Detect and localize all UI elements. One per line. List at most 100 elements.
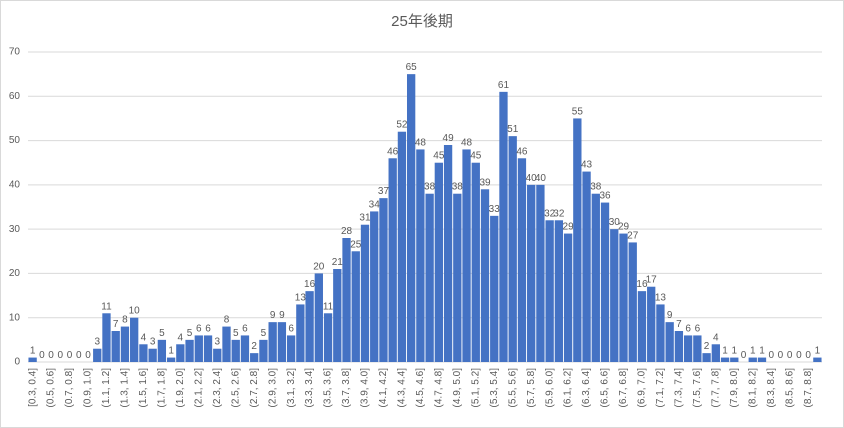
data-label: 10 — [129, 306, 141, 317]
bar — [130, 317, 139, 362]
data-label: 6 — [196, 323, 202, 334]
bar — [610, 229, 619, 362]
bar — [517, 158, 527, 362]
bar — [203, 335, 213, 362]
bar — [527, 184, 536, 362]
x-tick-label: (6.5, 6.6] — [600, 368, 611, 408]
data-label: 9 — [279, 310, 285, 321]
x-tick-label: (2.9, 3.0] — [267, 368, 278, 408]
data-label: 7 — [113, 319, 119, 330]
data-label: 0 — [58, 350, 64, 361]
bar — [563, 233, 573, 362]
data-label: 0 — [48, 350, 54, 361]
x-tick-label: (8.3, 8.4] — [766, 368, 777, 408]
data-label: 0 — [741, 350, 747, 361]
data-label: 21 — [332, 257, 344, 268]
data-label: 38 — [452, 182, 464, 193]
data-label: 5 — [233, 328, 239, 339]
data-label: 2 — [704, 341, 710, 352]
y-tick-label: 30 — [9, 224, 21, 235]
data-label: 13 — [655, 292, 667, 303]
x-tick-label: (0.7, 0.8] — [64, 368, 75, 408]
x-tick-label: (3.1, 3.2] — [286, 368, 297, 408]
x-tick-label: (7.5, 7.6] — [692, 368, 703, 408]
y-tick-label: 10 — [9, 312, 21, 323]
data-label: 4 — [178, 332, 184, 343]
data-label: 6 — [695, 323, 701, 334]
bar — [425, 193, 434, 362]
bar — [139, 344, 148, 362]
data-label: 36 — [599, 191, 611, 202]
x-tick-label: (4.3, 4.4] — [397, 368, 408, 408]
x-tick-label: (2.7, 2.8] — [249, 368, 260, 408]
data-label: 37 — [378, 186, 390, 197]
x-tick-label: (5.7, 5.8] — [526, 368, 537, 408]
data-label: 45 — [470, 151, 482, 162]
bar — [213, 348, 222, 362]
data-label: 0 — [796, 350, 802, 361]
x-tick-label: (6.9, 7.0] — [637, 368, 648, 408]
bar — [148, 348, 157, 362]
data-label: 6 — [205, 323, 211, 334]
data-label: 0 — [39, 350, 45, 361]
x-tick-label: (3.3, 3.4] — [304, 368, 315, 408]
data-label: 8 — [224, 315, 230, 326]
data-label: 0 — [768, 350, 774, 361]
bar — [545, 220, 554, 362]
y-tick-label: 50 — [9, 135, 21, 146]
data-label: 1 — [815, 346, 821, 357]
bar — [757, 357, 767, 362]
x-tick-label: (3.5, 3.6] — [323, 368, 334, 408]
x-tick-label: (6.1, 6.2] — [563, 368, 574, 408]
data-label: 0 — [787, 350, 793, 361]
bar — [194, 335, 203, 362]
data-label: 48 — [461, 137, 473, 148]
data-label: 0 — [85, 350, 91, 361]
bar — [647, 286, 656, 362]
bar — [240, 335, 250, 362]
data-label: 30 — [609, 217, 621, 228]
bar — [406, 74, 416, 363]
data-label: 9 — [667, 310, 673, 321]
bar — [360, 224, 370, 362]
bar — [600, 202, 610, 362]
data-label: 40 — [526, 173, 538, 184]
bar — [683, 335, 693, 362]
data-label: 1 — [30, 346, 36, 357]
x-tick-label: [0.3, 0.4] — [27, 368, 38, 407]
bar — [536, 184, 545, 362]
data-label: 3 — [150, 337, 156, 348]
x-tick-label: (1.7, 1.8] — [157, 368, 168, 408]
bar — [471, 162, 480, 362]
data-label: 31 — [359, 213, 371, 224]
data-label: 32 — [553, 208, 565, 219]
x-tick-label: (5.1, 5.2] — [470, 368, 481, 408]
bar — [111, 331, 120, 362]
bar — [397, 131, 407, 362]
x-tick-label: (7.9, 8.0] — [729, 368, 740, 408]
x-tick-label: (7.3, 7.4] — [674, 368, 685, 408]
data-label: 17 — [646, 275, 658, 286]
data-label: 45 — [433, 151, 445, 162]
bar — [453, 193, 462, 362]
data-label: 8 — [122, 315, 128, 326]
bar — [166, 357, 176, 362]
x-tick-label: (0.9, 1.0] — [83, 368, 94, 408]
x-tick-label: (2.1, 2.2] — [193, 368, 204, 408]
data-label: 6 — [288, 323, 294, 334]
data-label: 11 — [323, 301, 334, 312]
bar — [730, 357, 739, 362]
bar — [434, 162, 444, 362]
data-label: 34 — [369, 199, 381, 210]
data-label: 51 — [507, 124, 519, 135]
x-tick-label: (6.7, 6.8] — [618, 368, 629, 408]
bar — [462, 149, 471, 362]
data-label: 5 — [159, 328, 165, 339]
data-label: 49 — [443, 133, 455, 144]
bar — [619, 233, 628, 362]
bar — [176, 344, 185, 362]
data-label: 0 — [76, 350, 82, 361]
data-label: 3 — [94, 337, 100, 348]
bar — [250, 353, 259, 362]
